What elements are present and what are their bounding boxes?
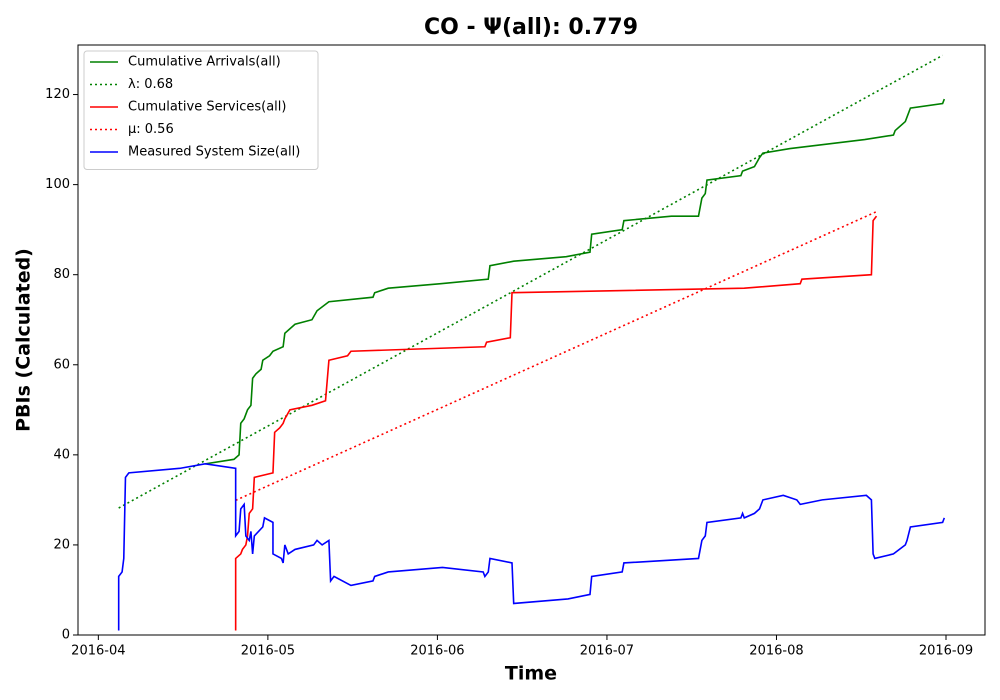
legend-label: Cumulative Services(all) [128, 100, 286, 115]
axes-frame [77, 44, 986, 636]
y-tick-label: 40 [53, 447, 70, 462]
x-tick-label: 2016-08 [749, 644, 803, 659]
series-line [234, 215, 878, 631]
legend-label: Measured System Size(all) [128, 145, 300, 160]
x-tick-label: 2016-09 [919, 644, 973, 659]
y-axis-label: PBIs (Calculated) [13, 248, 35, 432]
y-tick-label: 80 [53, 267, 70, 282]
y-tick-label: 0 [62, 628, 70, 643]
legend-label: λ: 0.68 [128, 77, 173, 92]
y-tick-label: 60 [53, 357, 70, 372]
chart-title: CO - Ψ(all): 0.779 [424, 15, 638, 40]
y-tick-label: 120 [45, 87, 70, 102]
x-tick-label: 2016-05 [241, 644, 295, 659]
legend-label: Cumulative Arrivals(all) [128, 55, 281, 70]
legend-label: μ: 0.56 [128, 122, 174, 137]
series-line [117, 463, 946, 631]
x-tick-label: 2016-06 [410, 644, 464, 659]
y-tick-label: 100 [45, 177, 70, 192]
x-axis-label: Time [505, 663, 557, 685]
x-tick-label: 2016-07 [580, 644, 634, 659]
series-line [235, 210, 877, 502]
x-tick-label: 2016-04 [71, 644, 125, 659]
series-line [205, 98, 946, 465]
y-tick-label: 20 [53, 537, 70, 552]
legend-box [83, 50, 319, 170]
series-line [118, 54, 944, 509]
